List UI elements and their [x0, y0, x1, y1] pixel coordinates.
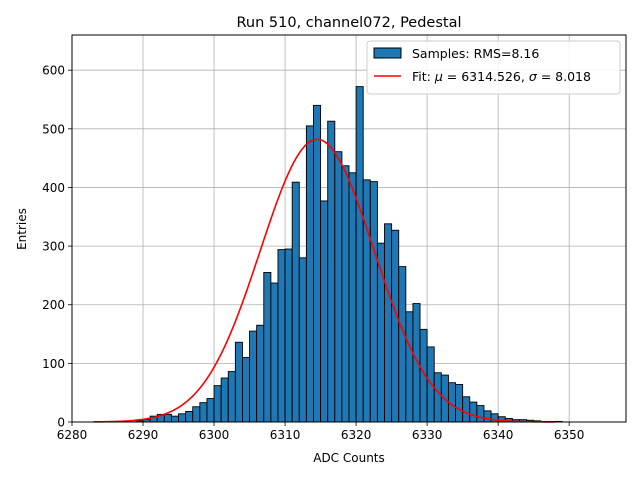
x-tick-label: 6300 — [199, 428, 230, 442]
histogram-bar — [206, 398, 215, 423]
y-tick-label: 400 — [42, 181, 65, 195]
histogram-bar — [192, 406, 201, 423]
histogram-bar — [199, 402, 208, 423]
histogram-bar — [455, 384, 464, 423]
x-tick-label: 6350 — [554, 428, 585, 442]
histogram-bar — [362, 179, 371, 423]
histogram-bar — [433, 372, 442, 423]
y-axis-label: Entries — [15, 208, 29, 250]
legend: Samples: RMS=8.16 Fit: μ = 6314.526, σ =… — [366, 40, 621, 95]
histogram-bar — [348, 172, 357, 423]
legend-fit-mu-symbol: μ — [434, 69, 443, 84]
y-axis-ticks: 0 100 200 300 400 500 600 — [42, 64, 72, 430]
histogram-bar — [163, 413, 172, 423]
histogram-bar — [185, 410, 194, 423]
histogram-bar — [476, 405, 485, 423]
histogram-bar — [270, 282, 279, 423]
histogram-bar — [384, 223, 393, 423]
x-tick-label: 6290 — [128, 428, 159, 442]
histogram-bar — [305, 125, 314, 423]
x-axis-ticks: 6280 6290 6300 6310 6320 6330 6340 6350 — [57, 422, 585, 442]
histogram-bar — [234, 341, 243, 423]
histogram-bar — [178, 413, 187, 423]
legend-fit-label: Fit: μ = 6314.526, σ = 8.018 — [412, 69, 591, 84]
x-tick-label: 6320 — [341, 428, 372, 442]
y-tick-label: 300 — [42, 240, 65, 254]
histogram-bar — [313, 104, 322, 423]
legend-fit-mu-value: = 6314.526, — [443, 69, 529, 84]
legend-fit-prefix: Fit: — [412, 69, 435, 84]
histogram-bar — [263, 272, 272, 423]
gaussian-fit — [93, 138, 555, 423]
histogram-bar — [256, 324, 265, 423]
histogram-bar — [220, 377, 229, 423]
legend-histogram-label: Samples: RMS=8.16 — [412, 46, 539, 61]
histogram-bar — [227, 371, 236, 423]
histogram-bar — [291, 181, 300, 423]
y-tick-label: 200 — [42, 298, 65, 312]
histogram-bar — [391, 229, 400, 423]
x-tick-label: 6340 — [483, 428, 514, 442]
histogram-bar — [284, 248, 293, 423]
histogram-bar — [462, 396, 471, 423]
histogram-bar — [320, 200, 329, 423]
fit-curve — [93, 138, 555, 423]
histogram-bar — [213, 385, 222, 423]
histogram-bar — [405, 311, 414, 423]
histogram-bar — [412, 303, 421, 423]
legend-histogram-swatch — [373, 47, 402, 59]
histogram-bar — [242, 357, 251, 423]
y-tick-label: 100 — [42, 357, 65, 371]
histogram-bar — [327, 120, 336, 423]
histogram-bar — [483, 410, 492, 423]
legend-frame — [366, 40, 621, 95]
histogram-bar — [277, 249, 286, 423]
x-tick-label: 6330 — [412, 428, 443, 442]
chart-title: Run 510, channel072, Pedestal — [236, 15, 461, 31]
x-tick-label: 6310 — [270, 428, 301, 442]
plot-frame — [71, 34, 627, 423]
y-tick-label: 500 — [42, 122, 65, 136]
y-tick-label: 0 — [57, 416, 65, 430]
histogram-bar — [355, 86, 364, 423]
histogram-bar — [341, 165, 350, 423]
legend-fit-sigma-symbol: σ — [529, 69, 538, 84]
x-tick-label: 6280 — [57, 428, 88, 442]
histogram-bar — [369, 181, 378, 423]
histogram-bar — [398, 266, 407, 423]
legend-fit-sigma-value: = 8.018 — [537, 69, 591, 84]
y-tick-label: 600 — [42, 64, 65, 78]
histogram-bar — [249, 330, 258, 423]
histogram-bar — [469, 401, 478, 423]
histogram-bar — [170, 415, 179, 423]
histogram-bar — [298, 257, 307, 423]
histogram-bar — [334, 151, 343, 423]
x-axis-label: ADC Counts — [313, 451, 385, 465]
